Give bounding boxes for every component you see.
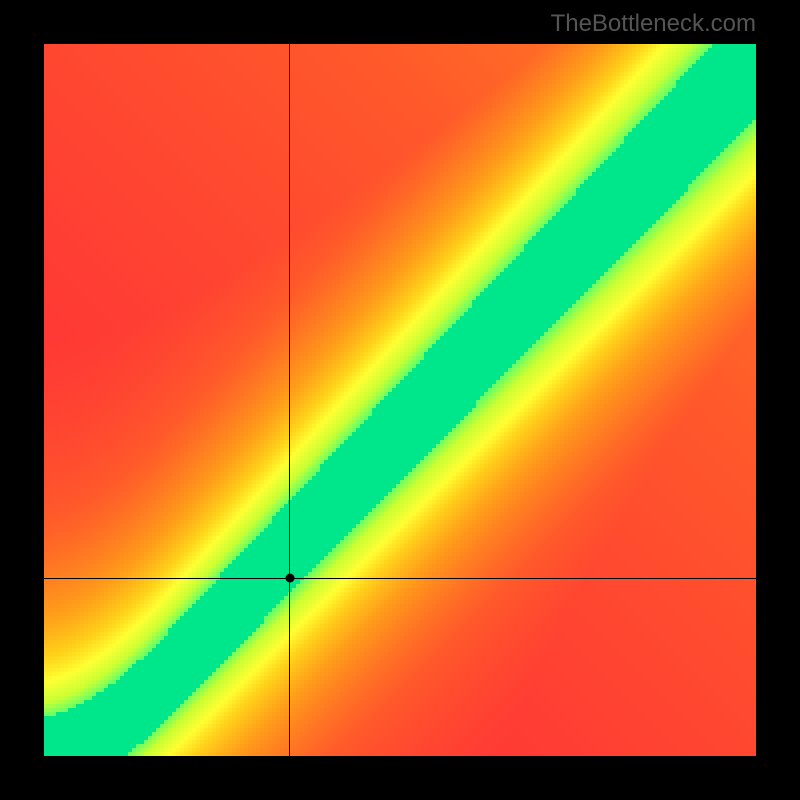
crosshair-vertical — [289, 44, 290, 756]
bottleneck-heatmap — [44, 44, 756, 756]
crosshair-marker — [285, 574, 294, 583]
chart-container: TheBottleneck.com — [0, 0, 800, 800]
crosshair-horizontal — [44, 578, 756, 579]
watermark-text: TheBottleneck.com — [551, 10, 756, 38]
